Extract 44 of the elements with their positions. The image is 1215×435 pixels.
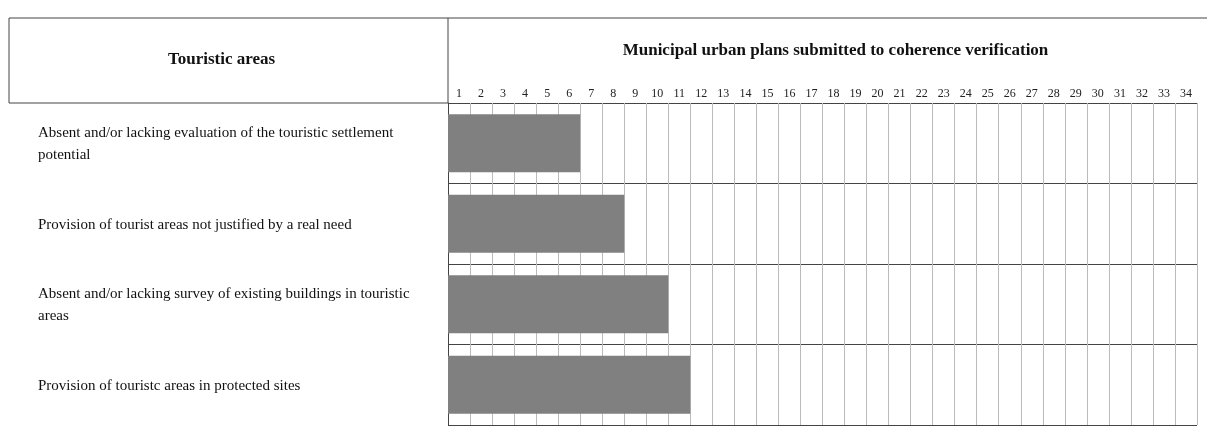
x-tick-label: 33 [1157,86,1170,100]
y-axis-title: Touristic areas [168,49,276,68]
x-tick-label: 34 [1179,86,1192,100]
y-tick-label: Provision of touristc areas in protected sites [38,376,301,393]
x-tick-label: 8 [610,86,617,100]
x-tick-label: 11 [673,86,686,100]
x-tick-label: 29 [1069,86,1082,100]
bar [448,114,581,173]
y-tick-label: Absent and/or lacking evaluation of the touristic settlement potential [38,124,398,163]
x-tick-label: 18 [827,86,840,100]
x-tick-label: 17 [805,86,818,100]
x-tick-label: 23 [937,86,950,100]
x-tick-label: 15 [761,86,774,100]
x-tick-label: 7 [588,86,595,100]
x-tick-label: 4 [522,86,529,100]
x-tick-label: 10 [651,86,664,100]
x-tick-label: 14 [739,86,752,100]
bar [448,194,625,253]
x-tick-label: 25 [981,86,994,100]
x-tick-label: 32 [1135,86,1148,100]
x-tick-label: 26 [1003,86,1016,100]
x-tick-label: 31 [1113,86,1126,100]
x-tick-label: 9 [632,86,639,100]
x-tick-label: 2 [478,86,485,100]
x-tick-label: 13 [717,86,730,100]
x-tick-label: 30 [1091,86,1104,100]
x-tick-label: 19 [849,86,862,100]
x-tick-label: 12 [695,86,708,100]
bar [448,355,691,414]
x-tick-label: 20 [871,86,884,100]
chart-title: Municipal urban plans submitted to coherence verification [622,40,1049,59]
x-tick-label: 5 [544,86,551,100]
x-tick-label: 28 [1047,86,1060,100]
x-tick-label: 1 [456,86,463,100]
bar [448,275,669,334]
x-tick-label: 16 [783,86,796,100]
x-tick-label: 6 [566,86,573,100]
x-tick-label: 21 [893,86,906,100]
x-tick-label: 27 [1025,86,1038,100]
x-tick-label: 24 [959,86,972,100]
x-tick-label: 22 [915,86,928,100]
x-tick-label: 3 [500,86,507,100]
y-tick-label: Provision of tourist areas not justified by a real need [38,215,353,232]
y-tick-label: Absent and/or lacking survey of existing buildings in touristic areas [38,285,414,324]
